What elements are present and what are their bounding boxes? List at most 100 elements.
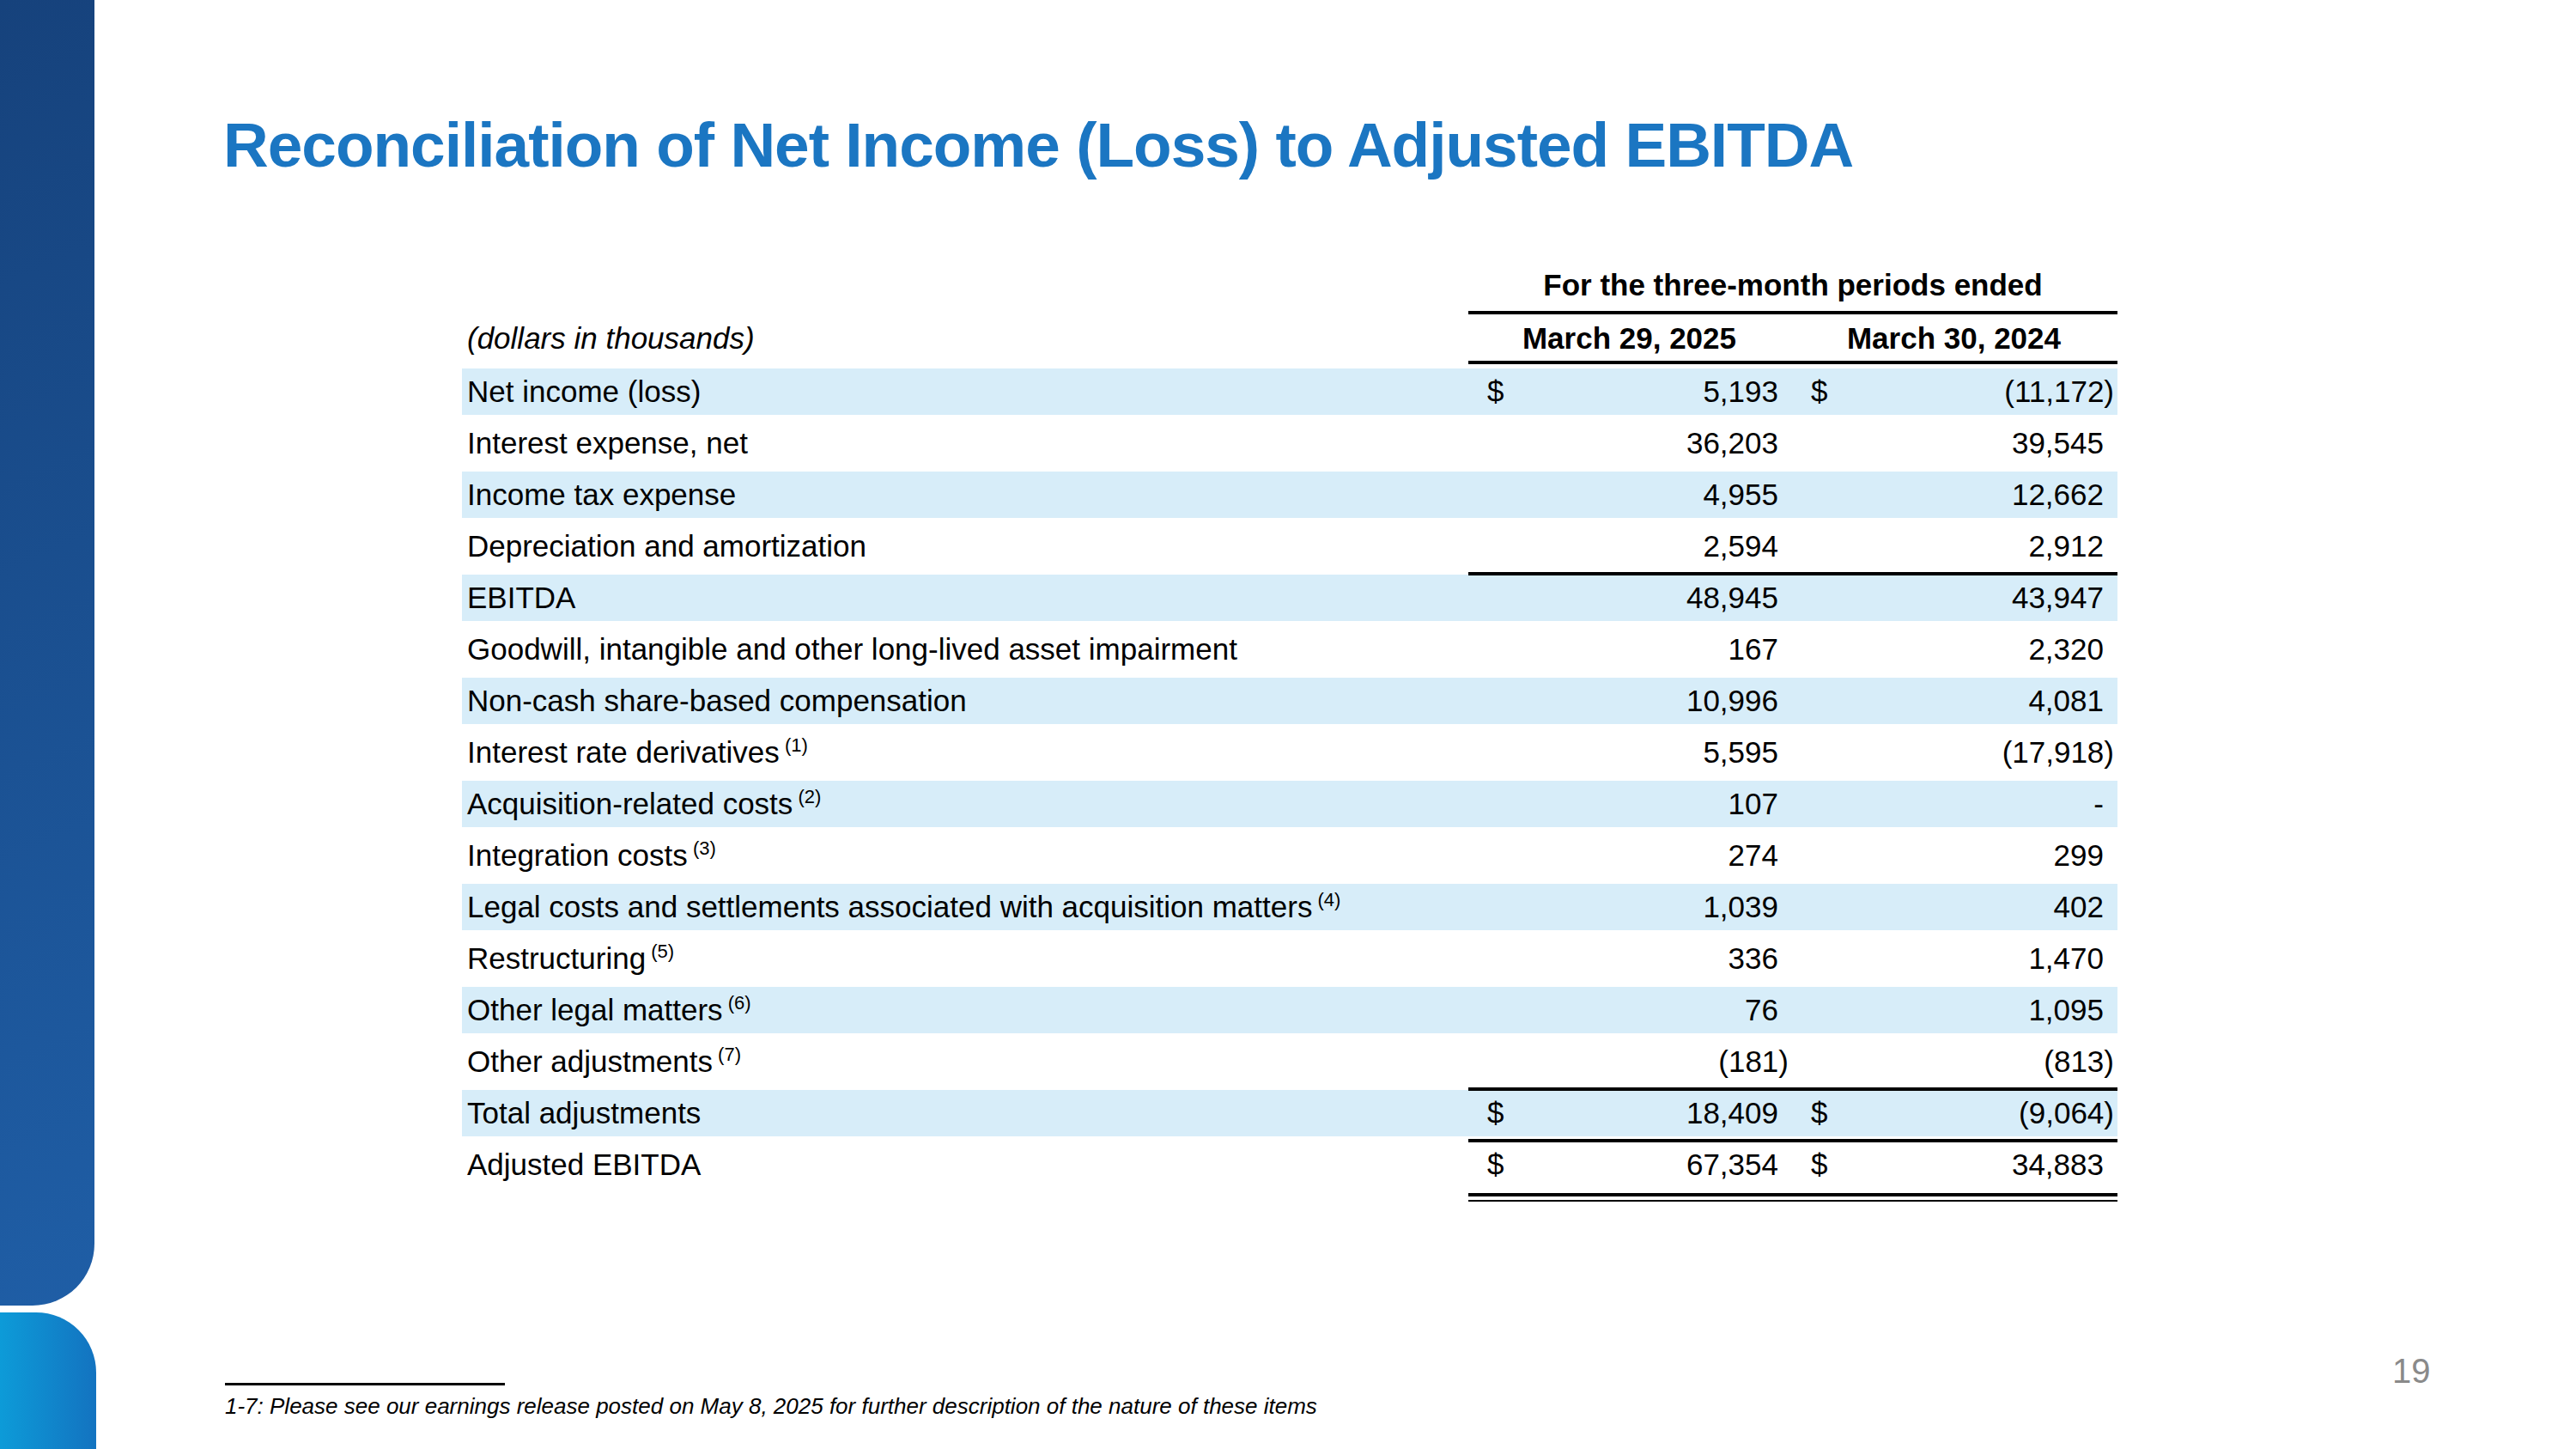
subtotal-rule (1468, 1139, 2117, 1142)
dollar-sign: $ (1811, 374, 1827, 409)
footnote-rule (225, 1383, 505, 1385)
cell-value: (813) (2044, 1044, 2114, 1079)
value-cell-2025: $ 5,193 (1468, 374, 1790, 409)
table-rows: Net income (loss) $ 5,193 $ (11,172) Int… (462, 366, 2117, 1190)
value-cell-2024: $ (9,064) (1790, 1096, 2117, 1130)
cell-value: (11,172) (2004, 374, 2114, 409)
footnote-ref: (7) (713, 1044, 741, 1065)
cell-value: 12,662 (2012, 478, 2104, 512)
row-label: Integration costs (3) (462, 838, 1468, 873)
value-cell-2024: 1,095 (1790, 993, 2117, 1027)
value-cell-2025: $ 67,354 (1468, 1148, 1790, 1182)
table-row: Interest rate derivatives (1) 5,595 (17,… (462, 727, 2117, 778)
footnote-text: 1-7: Please see our earnings release pos… (225, 1393, 1317, 1420)
row-label: Depreciation and amortization (462, 529, 1468, 563)
table-row: Restructuring (5) 336 1,470 (462, 933, 2117, 984)
value-cell-2025: $ 18,409 (1468, 1096, 1790, 1130)
footnote-ref: (4) (1312, 889, 1340, 910)
row-label: Restructuring (5) (462, 941, 1468, 976)
cell-value: 18,409 (1686, 1096, 1778, 1130)
table-row: EBITDA 48,945 43,947 (462, 572, 2117, 624)
table-row: Total adjustments $ 18,409 $ (9,064) (462, 1087, 2117, 1139)
value-cell-2025: 4,955 (1468, 478, 1790, 512)
subtotal-rule (1468, 1087, 2117, 1091)
cell-value: 5,193 (1703, 374, 1778, 409)
total-double-rule (1468, 1193, 2117, 1202)
dollar-sign: $ (1811, 1096, 1827, 1130)
slide-title: Reconciliation of Net Income (Loss) to A… (223, 109, 1853, 180)
cell-value: 107 (1728, 787, 1778, 821)
cell-value: 2,320 (2028, 632, 2104, 667)
value-cell-2025: (181) (1468, 1044, 1790, 1079)
value-cell-2024: 402 (1790, 890, 2117, 924)
value-cell-2024: 2,320 (1790, 632, 2117, 667)
cell-value: 67,354 (1686, 1148, 1778, 1182)
cell-value: 336 (1728, 941, 1778, 976)
dollar-sign: $ (1811, 1148, 1827, 1182)
reconciliation-table: For the three-month periods ended (dolla… (462, 258, 2117, 1190)
value-cell-2025: 48,945 (1468, 581, 1790, 615)
cell-value: 10,996 (1686, 684, 1778, 718)
table-row: Legal costs and settlements associated w… (462, 881, 2117, 933)
row-label: Interest rate derivatives (1) (462, 735, 1468, 770)
cell-value: 2,912 (2028, 529, 2104, 563)
value-cell-2025: 2,594 (1468, 529, 1790, 563)
subtotal-rule (1468, 572, 2117, 575)
cell-value: (17,918) (2002, 735, 2114, 770)
table-row: Interest expense, net 36,203 39,545 (462, 417, 2117, 469)
table-row: Acquisition-related costs (2) 107 - (462, 778, 2117, 830)
row-label: Non-cash share-based compensation (462, 684, 1468, 718)
row-label: Acquisition-related costs (2) (462, 787, 1468, 821)
value-cell-2024: - (1790, 787, 2117, 821)
value-cell-2024: (813) (1790, 1044, 2117, 1079)
cell-value: (9,064) (2019, 1096, 2114, 1130)
cell-value: 48,945 (1686, 581, 1778, 615)
row-label: Other adjustments (7) (462, 1044, 1468, 1079)
sidebar-accent-light (0, 1312, 96, 1449)
row-label: Goodwill, intangible and other long-live… (462, 632, 1468, 667)
row-label: EBITDA (462, 581, 1468, 615)
dollar-sign: $ (1487, 374, 1504, 409)
cell-value: 2,594 (1703, 529, 1778, 563)
cell-value: 76 (1745, 993, 1778, 1027)
footnote-ref: (6) (723, 992, 751, 1014)
value-cell-2024: 43,947 (1790, 581, 2117, 615)
footnote-ref: (5) (646, 941, 674, 962)
value-cell-2025: 107 (1468, 787, 1790, 821)
value-cell-2025: 274 (1468, 838, 1790, 873)
table-row: Net income (loss) $ 5,193 $ (11,172) (462, 366, 2117, 417)
cell-value: 43,947 (2012, 581, 2104, 615)
cell-value: 167 (1728, 632, 1778, 667)
value-cell-2024: 12,662 (1790, 478, 2117, 512)
cell-value: 402 (2054, 890, 2104, 924)
cell-value: 299 (2054, 838, 2104, 873)
column-header-2025: March 29, 2025 (1468, 321, 1790, 356)
table-row: Depreciation and amortization 2,594 2,91… (462, 521, 2117, 572)
footnote-ref: (2) (793, 786, 821, 807)
table-header: For the three-month periods ended (dolla… (462, 258, 2117, 366)
cell-value: 4,955 (1703, 478, 1778, 512)
value-cell-2024: 4,081 (1790, 684, 2117, 718)
table-row: Integration costs (3) 274 299 (462, 830, 2117, 881)
cell-value: 36,203 (1686, 426, 1778, 460)
period-group-header: For the three-month periods ended (1468, 268, 2117, 302)
cell-value: (181) (1718, 1044, 1789, 1079)
cell-value: 274 (1728, 838, 1778, 873)
value-cell-2025: 5,595 (1468, 735, 1790, 770)
value-cell-2024: 39,545 (1790, 426, 2117, 460)
row-label: Other legal matters (6) (462, 993, 1468, 1027)
cell-value: 1,470 (2028, 941, 2104, 976)
header-rule (1468, 311, 2117, 314)
table-row: Goodwill, intangible and other long-live… (462, 624, 2117, 675)
cell-value: 39,545 (2012, 426, 2104, 460)
header-rule (1468, 361, 2117, 364)
value-cell-2025: 167 (1468, 632, 1790, 667)
table-row: Non-cash share-based compensation 10,996… (462, 675, 2117, 727)
row-label: Interest expense, net (462, 426, 1468, 460)
table-row: Income tax expense 4,955 12,662 (462, 469, 2117, 521)
cell-value: 34,883 (2012, 1148, 2104, 1182)
value-cell-2024: $ 34,883 (1790, 1148, 2117, 1182)
value-cell-2025: 336 (1468, 941, 1790, 976)
value-cell-2024: (17,918) (1790, 735, 2117, 770)
dollar-sign: $ (1487, 1096, 1504, 1130)
